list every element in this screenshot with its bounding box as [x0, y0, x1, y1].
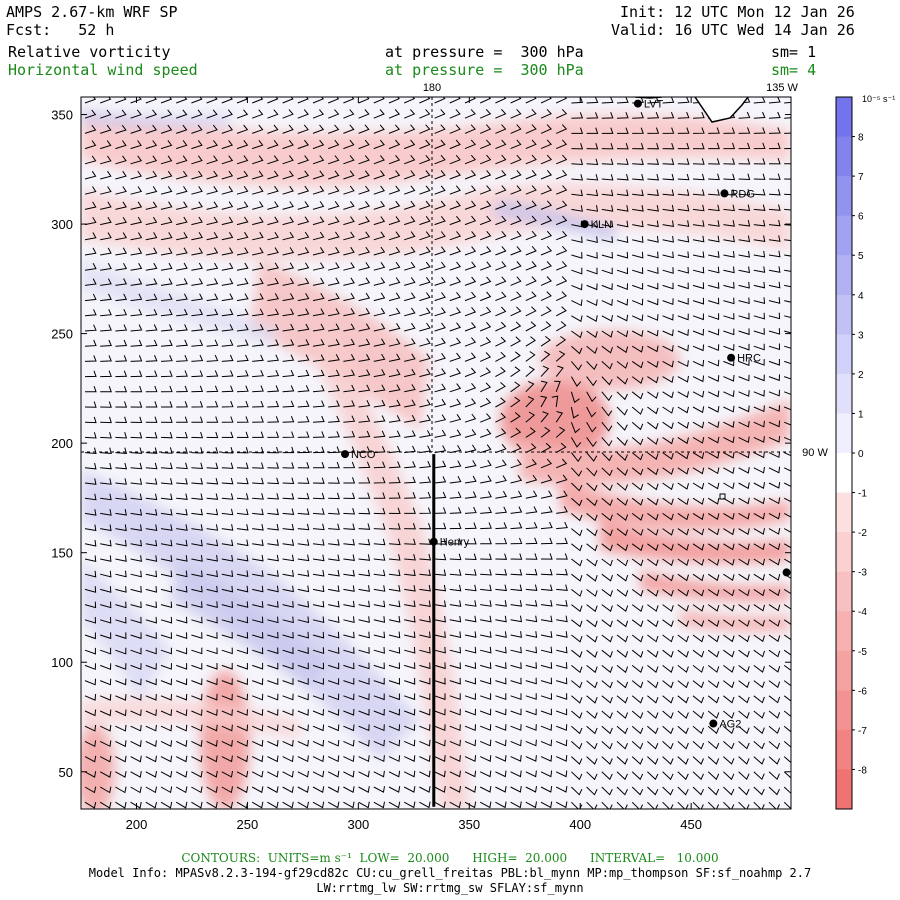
station-marker	[429, 537, 438, 546]
y-tick-label: 300	[51, 217, 73, 232]
colorbar-label: -4	[858, 607, 867, 618]
x-tick-label: 350	[458, 817, 480, 832]
colorbar-segment	[836, 611, 852, 652]
forecast-hour: Fcst: 52 h	[6, 21, 115, 39]
colorbar-segment	[836, 769, 852, 810]
colorbar-segment	[836, 453, 852, 494]
station-marker	[709, 719, 718, 728]
colorbar-label: 3	[858, 330, 864, 341]
colorbar-segment	[836, 97, 852, 138]
colorbar-segment	[836, 294, 852, 335]
station-marker	[580, 220, 589, 229]
x-tick-label: 450	[680, 817, 702, 832]
station-label: NCO	[351, 449, 376, 461]
x-tick-label: 250	[237, 817, 259, 832]
colorbar-unit: 10⁻⁵ s⁻¹	[862, 94, 895, 104]
colorbar-label: -8	[858, 765, 867, 776]
field2-name: Horizontal wind speed	[8, 61, 198, 79]
station-marker	[341, 450, 350, 459]
colorbar-label: 6	[858, 212, 864, 223]
plot-frame	[80, 96, 792, 810]
colorbar-label: 8	[858, 133, 864, 144]
y-tick-label: 200	[51, 436, 73, 451]
field2-smooth: sm= 4	[771, 61, 817, 79]
colorbar-segment	[836, 532, 852, 573]
colorbar-label: -7	[858, 726, 867, 737]
station-label: AG2	[719, 719, 741, 731]
colorbar-segment	[836, 334, 852, 375]
x-tick-label: 300	[347, 817, 369, 832]
colorbar-segment	[836, 215, 852, 256]
stations: LVT RDG KLN HRC NCO Henry AG2	[341, 99, 791, 731]
field1-level: at pressure = 300 hPa	[385, 43, 584, 61]
axes: 200 250 300 350 400 450 50 100 150 200 250 300 350	[51, 97, 791, 832]
colorbar-segment	[836, 176, 852, 217]
model-title: AMPS 2.67-km WRF SP	[6, 3, 178, 21]
field2-level: at pressure = 300 hPa	[385, 61, 584, 79]
colorbar-segment	[836, 690, 852, 731]
station-marker	[727, 353, 736, 362]
field1-name: Relative vorticity	[8, 43, 171, 61]
y-tick-label: 50	[59, 765, 73, 780]
contour-info: CONTOURS: UNITS=m s⁻¹ LOW= 20.000 HIGH= …	[181, 851, 719, 865]
colorbar-label: -6	[858, 686, 867, 697]
colorbar-segment	[836, 650, 852, 691]
lon-label-90w: 90 W	[802, 447, 828, 459]
y-tick-label: 150	[51, 546, 73, 561]
colorbar-segment	[836, 492, 852, 533]
station-label: Henry	[440, 537, 470, 549]
colorbar-segment	[836, 255, 852, 296]
wind-barbs	[84, 97, 791, 809]
x-tick-label: 400	[569, 817, 591, 832]
vorticity-field	[81, 97, 791, 809]
station-label: LVT	[644, 99, 664, 111]
colorbar-segment	[836, 413, 852, 454]
lon-label-180: 180	[423, 82, 441, 94]
wind-barb-field	[84, 97, 791, 809]
valid-time: Valid: 16 UTC Wed 14 Jan 26	[611, 21, 855, 39]
station-label: RDG	[730, 188, 754, 200]
field1-smooth: sm= 1	[771, 43, 817, 61]
y-tick-label: 250	[51, 327, 73, 342]
colorbar-label: -5	[858, 647, 867, 658]
station-label: KLN	[591, 219, 612, 231]
station-marker	[720, 189, 729, 198]
x-tick-label: 200	[126, 817, 148, 832]
colorbar-segment	[836, 136, 852, 177]
coastline	[694, 97, 749, 123]
colorbar-label: 7	[858, 172, 864, 183]
y-tick-label: 350	[51, 108, 73, 123]
colorbar-label: 0	[858, 449, 864, 460]
colorbar-label: 1	[858, 409, 864, 420]
colorbar-segment	[836, 571, 852, 612]
physics-info: LW:rrtmg_lw SW:rrtmg_sw SFLAY:sf_mynn	[316, 881, 584, 895]
colorbar-segment	[836, 373, 852, 414]
model-info: Model Info: MPASv8.2.3-194-gf29cd82c CU:…	[88, 866, 812, 880]
colorbar-segment	[836, 729, 852, 770]
station-marker	[633, 99, 642, 108]
colorbar: 8 7 6 5 4 3 2 1 0 -1 -2 -3 -4 -5 -6 -7 -8	[835, 96, 867, 810]
station-label: HRC	[737, 353, 761, 365]
lon-label-135w: 135 W	[766, 82, 798, 94]
colorbar-label: 4	[858, 291, 864, 302]
colorbar-label: 5	[858, 251, 864, 262]
colorbar-label: 2	[858, 370, 864, 381]
colorbar-label: -3	[858, 568, 867, 579]
colorbar-label: -1	[858, 489, 867, 500]
station-marker	[782, 568, 791, 577]
colorbar-label: -2	[858, 528, 867, 539]
init-time: Init: 12 UTC Mon 12 Jan 26	[620, 3, 855, 21]
y-tick-label: 100	[51, 655, 73, 670]
